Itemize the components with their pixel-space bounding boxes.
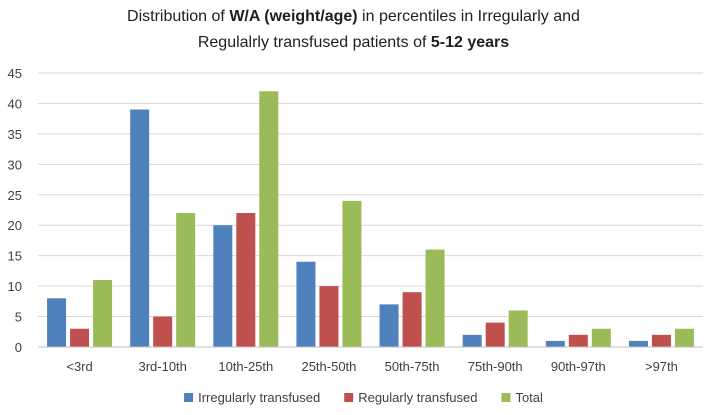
y-tick-label: 25	[8, 188, 22, 203]
x-tick-label: 90th-97th	[551, 359, 606, 374]
bar	[651, 334, 671, 347]
x-tick-label: 25th-50th	[301, 359, 356, 374]
title-line-1-segment-1: W/A (weight/age)	[229, 8, 358, 25]
x-tick-label: 50th-75th	[385, 359, 440, 374]
bar	[153, 316, 173, 347]
legend-swatch	[501, 393, 511, 402]
legend-swatch	[344, 393, 354, 402]
legend-label: Irregularly transfused	[198, 390, 320, 405]
title-line-1-segment-2: in percentiles in Irregularly and	[357, 8, 580, 25]
bar	[508, 310, 528, 347]
bar	[485, 322, 505, 347]
legend-swatch	[184, 393, 194, 402]
bar	[568, 334, 588, 347]
y-tick-label: 10	[8, 279, 22, 294]
title-line-2-segment-1: 5-12 years	[430, 34, 510, 51]
bar	[545, 340, 565, 347]
bar	[296, 261, 316, 347]
bar	[130, 109, 150, 348]
y-tick-label: 45	[8, 66, 22, 81]
chart-title-line-2: Regulalrly transfused patients of 5-12 y…	[0, 34, 707, 52]
bar	[591, 328, 611, 347]
y-tick-label: 15	[8, 249, 22, 264]
bar	[462, 334, 482, 347]
chart-title-line-1: Distribution of W/A (weight/age) in perc…	[0, 8, 707, 26]
bar	[674, 328, 694, 347]
y-tick-label: 40	[8, 96, 22, 111]
bar	[319, 286, 339, 347]
bar	[402, 292, 422, 347]
legend-label: Regularly transfused	[358, 390, 477, 405]
bar	[47, 298, 67, 347]
y-tick-label: 20	[8, 218, 22, 233]
bar	[425, 249, 445, 347]
bar	[93, 280, 113, 347]
y-tick-label: 30	[8, 157, 22, 172]
bar	[176, 213, 196, 347]
bar	[379, 304, 399, 347]
x-tick-label: 10th-25th	[218, 359, 273, 374]
bar	[213, 225, 233, 347]
title-line-1-segment-0: Distribution of	[127, 8, 230, 25]
x-tick-label: >97th	[645, 359, 678, 374]
x-tick-label: 75th-90th	[468, 359, 523, 374]
bar	[259, 91, 279, 348]
x-tick-label: 3rd-10th	[138, 359, 186, 374]
bar	[236, 213, 256, 347]
bar	[70, 328, 90, 347]
y-tick-label: 0	[15, 340, 22, 355]
y-tick-label: 5	[15, 310, 22, 325]
y-tick-label: 35	[8, 127, 22, 142]
title-line-2-segment-0: Regulalrly transfused patients of	[197, 34, 431, 51]
bar	[342, 200, 362, 347]
bar	[628, 340, 648, 347]
x-tick-label: <3rd	[66, 359, 92, 374]
legend-label: Total	[515, 390, 543, 405]
